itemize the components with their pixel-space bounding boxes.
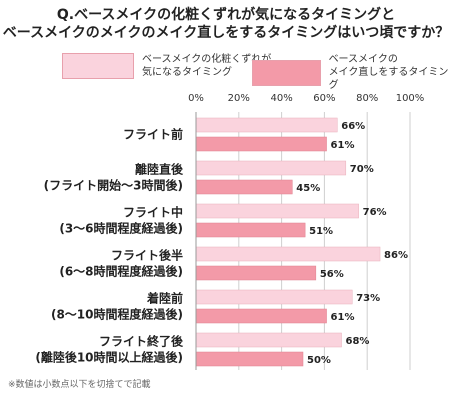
bar [195, 289, 353, 305]
data-label: 51% [309, 226, 333, 237]
bar [195, 136, 327, 152]
category-label: (6～8時間程度経過後) [59, 264, 183, 279]
data-label: 61% [331, 140, 355, 151]
legend-swatch-1 [62, 53, 134, 79]
x-tick-label: 40% [270, 93, 292, 104]
bar [195, 117, 338, 133]
category-label: フライト前 [123, 127, 183, 142]
legend: ベースメイクの化粧くずれが 気になるタイミング ベースメイクの メイク直しをする… [0, 53, 452, 92]
data-label: 73% [356, 293, 380, 304]
bar [195, 265, 317, 281]
data-label: 70% [350, 164, 374, 175]
legend-item-2: ベースメイクの メイク直しをするタイミング [252, 53, 452, 92]
chart-title: Q.ベースメイクの化粧くずれが気になるタイミングと ベースメイクのメイクのメイク… [0, 6, 452, 42]
bar [195, 246, 381, 262]
category-label: フライト中 [123, 205, 183, 220]
data-label: 68% [346, 336, 370, 347]
category-label: フライト終了後 [99, 334, 184, 349]
bar [195, 179, 293, 195]
category-label: (フライト開始～3時間後) [44, 178, 183, 193]
x-tick-label: 100% [396, 93, 425, 104]
category-label: (離陸後10時間以上経過後) [35, 350, 183, 365]
x-tick-label: 0% [188, 93, 204, 104]
legend-swatch-2 [252, 59, 321, 86]
category-label: (3～6時間程度経過後) [59, 221, 183, 236]
category-label: フライト後半 [111, 248, 183, 263]
data-label: 45% [296, 183, 320, 194]
chart-title-line-1: Q.ベースメイクの化粧くずれが気になるタイミングと [56, 7, 396, 23]
legend-item-1: ベースメイクの化粧くずれが 気になるタイミング [62, 53, 271, 79]
category-label: 着陸前 [146, 291, 183, 306]
x-tick-label: 80% [356, 93, 378, 104]
data-label: 86% [384, 250, 408, 261]
bar [195, 203, 359, 219]
bar [195, 222, 306, 238]
data-label: 50% [307, 355, 331, 366]
x-tick-label: 60% [313, 93, 335, 104]
bar [195, 160, 347, 176]
category-label: (8～10時間程度経過後) [51, 307, 183, 322]
data-label: 66% [341, 121, 365, 132]
footnote: ※数値は小数点以下を切捨てで記載 [8, 380, 151, 390]
bar [195, 332, 342, 348]
chart-title-line-2: ベースメイクのメイクのメイク直しをするタイミングはいつ頃ですか？ [2, 25, 450, 41]
data-label: 76% [363, 207, 387, 218]
category-label: 離陸直後 [135, 162, 184, 177]
bar [195, 351, 304, 367]
data-label: 61% [331, 312, 355, 323]
data-label: 56% [320, 269, 344, 280]
x-tick-label: 20% [228, 93, 250, 104]
bar [195, 308, 327, 324]
legend-label-1: ベースメイクの化粧くずれが 気になるタイミング [142, 54, 272, 78]
legend-label-2: ベースメイクの メイク直しをするタイミング [328, 54, 449, 91]
